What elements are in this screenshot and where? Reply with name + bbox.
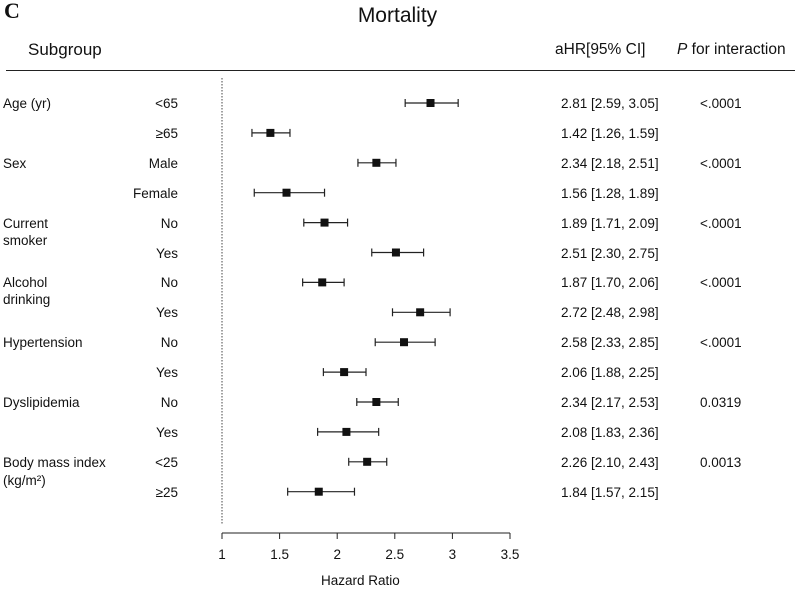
panel-label: C: [4, 0, 20, 23]
ci-text: 2.06 [1.88, 2.25]: [561, 365, 659, 381]
group-label: Current smoker: [3, 215, 49, 248]
subgroup-level: <65: [155, 96, 178, 111]
ci-text: 2.81 [2.59, 3.05]: [561, 96, 659, 111]
hr-point: [266, 128, 275, 137]
p-value: <.0001: [700, 215, 742, 231]
ci-text: 2.51 [2.30, 2.75]: [561, 245, 659, 261]
group-label: Age (yr): [3, 96, 52, 111]
chart-title: Mortality: [357, 4, 438, 27]
ci-text: 2.72 [2.48, 2.98]: [561, 305, 659, 321]
hr-point: [426, 99, 435, 107]
ahr-header: aHR[95% CI]: [555, 41, 646, 58]
subgroup-level: Yes: [155, 424, 178, 440]
p-value: <.0001: [700, 335, 742, 351]
p-value: 0.0319: [700, 395, 742, 410]
subgroup-level: ≥65: [155, 125, 178, 141]
subgroup-level: Yes: [155, 365, 178, 381]
subgroup-level: Female: [132, 185, 178, 201]
subgroup-level: Male: [148, 155, 178, 171]
hr-point: [320, 218, 329, 227]
group-label: Body mass index: [3, 454, 106, 470]
hr-point: [363, 457, 372, 466]
hr-point: [340, 368, 349, 377]
x-tick-label: 1: [218, 547, 226, 562]
ci-text: 2.26 [2.10, 2.43]: [561, 454, 659, 470]
x-tick-label: 2: [333, 547, 341, 562]
group-label-unit: (kg/m²): [3, 472, 46, 488]
hr-point: [342, 427, 351, 436]
group-label: Hypertension: [3, 335, 83, 351]
group-label: Alcohol drinking: [3, 275, 51, 308]
x-axis-label: Hazard Ratio: [321, 573, 400, 588]
ci-text: 1.89 [1.71, 2.09]: [561, 215, 659, 231]
hr-point: [372, 158, 381, 167]
subgroup-level: No: [160, 395, 178, 410]
header-rule: [6, 70, 795, 71]
ci-text: 1.84 [1.57, 2.15]: [561, 484, 659, 500]
x-tick-label: 3.5: [501, 547, 520, 562]
p-value: <.0001: [700, 96, 742, 111]
group-label: Dyslipidemia: [3, 395, 80, 410]
group-label: Sex: [3, 155, 27, 171]
x-tick-label: 3: [449, 547, 457, 562]
ci-text: 1.87 [1.70, 2.06]: [561, 275, 659, 291]
ci-text: 1.42 [1.26, 1.59]: [561, 125, 659, 141]
p-italic: P: [677, 41, 688, 58]
p-value: 0.0013: [700, 454, 742, 470]
subgroup-level: Yes: [155, 305, 178, 321]
subgroup-level: Yes: [155, 245, 178, 261]
ci-text: 2.58 [2.33, 2.85]: [561, 335, 659, 351]
p-value: <.0001: [700, 155, 742, 171]
p-header-rest: for interaction: [687, 41, 786, 58]
subgroup-level: No: [160, 335, 178, 351]
ci-text: 2.34 [2.18, 2.51]: [561, 155, 659, 171]
ci-text: 1.56 [1.28, 1.89]: [561, 185, 659, 201]
hr-point: [372, 398, 381, 406]
hr-point: [318, 278, 327, 287]
p-interaction-header: P for interaction: [677, 41, 786, 59]
subgroup-level: <25: [155, 454, 178, 470]
subgroup-header: Subgroup: [28, 40, 102, 59]
hr-point: [391, 248, 400, 257]
p-value: <.0001: [700, 275, 742, 291]
hr-point: [314, 487, 323, 496]
ci-text: 2.08 [1.83, 2.36]: [561, 424, 659, 440]
hr-point: [282, 188, 291, 197]
ci-text: 2.34 [2.17, 2.53]: [561, 395, 659, 410]
hr-point: [416, 308, 425, 317]
x-tick-label: 2.5: [385, 547, 404, 562]
subgroup-level: ≥25: [155, 484, 178, 500]
x-tick-label: 1.5: [270, 547, 289, 562]
hr-point: [400, 338, 409, 347]
subgroup-level: No: [160, 275, 178, 291]
subgroup-level: No: [160, 215, 178, 231]
